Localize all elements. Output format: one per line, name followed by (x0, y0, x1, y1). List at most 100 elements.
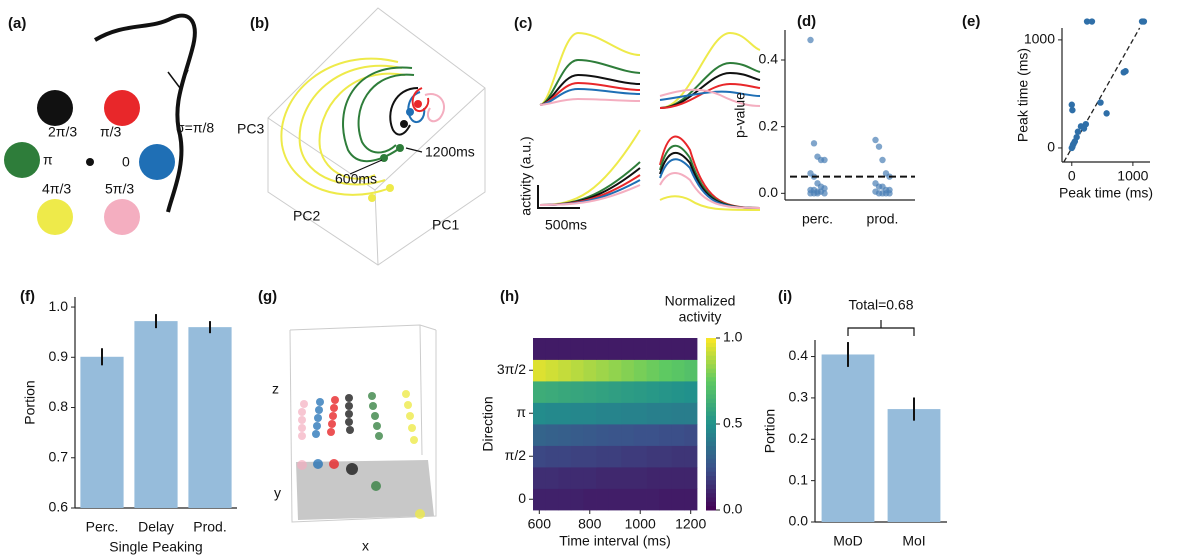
axes-box (267, 7, 486, 266)
trajectory (407, 91, 426, 124)
point (1083, 18, 1091, 25)
colorbar-segment (706, 467, 716, 472)
y-tick-label: 0.6 (49, 499, 69, 515)
heatmap-cell (558, 381, 572, 403)
panel-label: (e) (962, 13, 980, 30)
y-tick-label: 1.0 (49, 298, 69, 314)
colorbar-tick-label: 1.0 (723, 329, 743, 345)
point (406, 108, 414, 116)
curve (659, 61, 761, 109)
heatmap-cell (583, 488, 597, 511)
scale-bar (537, 185, 580, 209)
colorbar-segment (706, 458, 716, 464)
heatmap-cell (596, 424, 610, 446)
colorbar-segment (706, 376, 716, 382)
panel-label: (f) (20, 288, 35, 305)
heatmap-cell (596, 381, 610, 403)
heatmap-cell (558, 402, 572, 425)
y-tick-label: π/2 (505, 447, 527, 463)
x-tick-label: 600 (528, 516, 552, 532)
y-tick-label: 0.9 (49, 348, 69, 364)
heatmap-cell (533, 467, 547, 489)
panel-b: (b) PC3 PC2 PC1 600ms 1200ms (237, 7, 486, 266)
heatmap-cell (646, 402, 660, 425)
heatmap-cell (533, 359, 547, 382)
y-tick-label: 0.4 (789, 347, 809, 363)
colorbar-segment (706, 355, 716, 360)
y-tick-label: 0.0 (759, 184, 779, 200)
heatmap-cell (621, 467, 635, 489)
point (1068, 101, 1075, 108)
colorbar-tick-label: 0.0 (723, 501, 743, 517)
point (400, 120, 408, 128)
colorbar-segment (706, 419, 716, 425)
colorbar-segment (706, 428, 716, 434)
heatmap-cell (671, 424, 685, 446)
panel-label: (i) (778, 288, 792, 305)
y-tick-label: 0.2 (789, 430, 809, 446)
target (37, 199, 73, 235)
curve (539, 58, 641, 106)
heatmap-cell (558, 338, 572, 360)
colorbar-segment (706, 436, 716, 442)
heatmap-cell (570, 424, 584, 446)
heatmap-cell (608, 424, 622, 446)
panel-label: (a) (8, 15, 26, 32)
bar (821, 354, 875, 522)
point (1074, 128, 1082, 135)
x-axis-label: Single Peaking (109, 539, 202, 555)
heatmap-cell (596, 467, 610, 489)
heatmap-cell (633, 488, 647, 511)
colorbar-segment (706, 449, 716, 455)
curve (659, 71, 761, 109)
panel-label: (b) (250, 15, 269, 32)
heatmap-cell (671, 445, 685, 468)
heatmap-cell (684, 381, 698, 403)
point (872, 136, 879, 144)
y-axis-label: Direction (480, 396, 496, 451)
y-tick-label: 0 (1047, 139, 1055, 155)
point (821, 156, 828, 164)
heatmap-cell (633, 467, 647, 489)
colorbar-segment (706, 497, 716, 502)
heatmap-cell (621, 338, 635, 360)
direction-label: π (43, 152, 53, 168)
dots (297, 400, 308, 470)
heatmap-cell (545, 488, 559, 511)
heatmap-cell (545, 424, 559, 446)
heatmap-cell (621, 424, 635, 446)
heatmap-cell (545, 381, 559, 403)
heatmap-cell (684, 402, 698, 425)
axis-label: PC3 (237, 121, 264, 137)
annotation: Total=0.68 (849, 297, 914, 313)
panel-g: (g) z y x (258, 288, 437, 554)
point (814, 190, 821, 197)
axis-label: PC2 (293, 208, 320, 224)
trajectory (342, 66, 413, 163)
colorbar-segment (706, 350, 716, 356)
heatmap-cell (608, 338, 622, 360)
point (386, 184, 394, 192)
y-tick-label: 0.3 (789, 389, 809, 405)
curve (659, 88, 761, 107)
trajectory (389, 87, 419, 136)
y-tick-label: 3π/2 (497, 361, 526, 377)
x-tick-label: prod. (867, 211, 899, 227)
point (875, 143, 883, 150)
heatmap-cell (659, 402, 673, 425)
target (104, 90, 140, 126)
target (37, 90, 73, 126)
heatmap-cell (646, 359, 660, 382)
y-axis-label: Portion (22, 380, 38, 424)
heatmap-cell (570, 381, 584, 403)
heatmap-cell (646, 424, 660, 446)
target (104, 199, 140, 235)
trajectory (424, 93, 445, 123)
heatmap-cell (583, 445, 597, 468)
heatmap-cell (545, 338, 559, 360)
curve (539, 73, 641, 106)
x-tick-label: Prod. (193, 519, 226, 535)
axis-label: PC1 (432, 217, 459, 233)
direction-label: 5π/3 (105, 181, 134, 197)
